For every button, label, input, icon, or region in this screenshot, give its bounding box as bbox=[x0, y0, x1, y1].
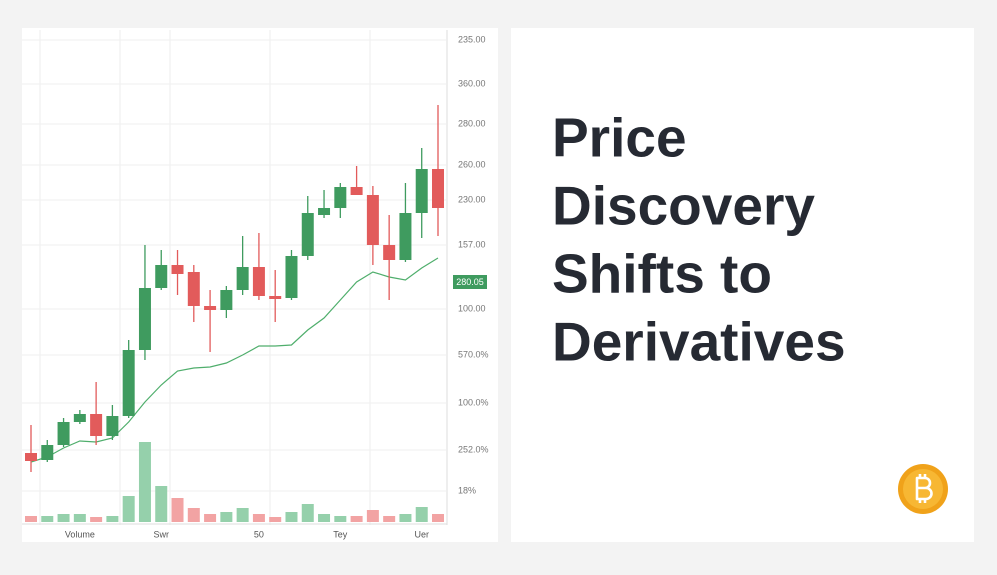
volume-bar bbox=[236, 508, 249, 522]
candle-body bbox=[252, 267, 265, 296]
candle-body bbox=[138, 288, 151, 350]
candle-body bbox=[41, 445, 54, 460]
title-line: Price bbox=[552, 107, 687, 169]
title-line: Derivatives bbox=[552, 311, 846, 373]
y-tick-label: 100.00 bbox=[458, 303, 486, 313]
candle-body bbox=[415, 169, 428, 213]
candle-body bbox=[399, 213, 412, 260]
vertical-grid bbox=[39, 30, 371, 525]
x-tick-label: Uer bbox=[414, 529, 429, 539]
candle-body bbox=[236, 267, 249, 290]
volume-bar bbox=[138, 442, 151, 522]
candle-body bbox=[383, 245, 396, 260]
volume-bar bbox=[334, 516, 347, 522]
volume-bar bbox=[383, 516, 396, 522]
title-line: Shifts to bbox=[552, 243, 772, 305]
volume-bar bbox=[269, 517, 282, 522]
y-tick-label: 235.00 bbox=[458, 34, 486, 44]
candle-body bbox=[269, 296, 282, 299]
candle-body bbox=[220, 290, 233, 310]
y-tick-label: 260.00 bbox=[458, 159, 486, 169]
volume-bar bbox=[25, 516, 37, 522]
candle-body bbox=[285, 256, 298, 298]
candle-body bbox=[432, 169, 444, 208]
volume-bar bbox=[220, 512, 233, 522]
bitcoin-icon bbox=[898, 464, 948, 514]
coin-symbol bbox=[915, 474, 933, 503]
y-tick-label: 18% bbox=[458, 485, 476, 495]
y-tick-label: 570.0% bbox=[458, 349, 489, 359]
y-tick-label: 280.00 bbox=[458, 118, 486, 128]
moving-average-line bbox=[30, 257, 439, 463]
candle-body bbox=[366, 195, 379, 245]
y-tick-label: 230.00 bbox=[458, 194, 486, 204]
volume-bar bbox=[106, 516, 119, 522]
y-tick-label: 100.0% bbox=[458, 397, 489, 407]
candle-body bbox=[187, 272, 200, 306]
candle-body bbox=[106, 416, 119, 436]
volume-bar bbox=[318, 514, 331, 522]
candle-body bbox=[350, 187, 363, 195]
x-tick-label: Swr bbox=[153, 529, 169, 539]
candle-body bbox=[318, 208, 331, 215]
y-tick-label: 252.0% bbox=[458, 444, 489, 454]
volume-bar bbox=[171, 498, 184, 522]
volume-bar bbox=[399, 514, 412, 522]
x-tick-label: Volume bbox=[65, 529, 95, 539]
volume-bar bbox=[73, 514, 86, 522]
candle-body bbox=[57, 422, 70, 445]
price-label-box bbox=[453, 275, 487, 289]
chart: 235.00 360.00 280.00 260.00 230.00 157.00 100.… bbox=[22, 34, 489, 539]
volume-bar bbox=[204, 514, 217, 522]
volume-bar bbox=[122, 496, 135, 522]
candle-body bbox=[25, 453, 37, 461]
candle-body bbox=[204, 306, 217, 310]
candle-body bbox=[90, 414, 103, 436]
volume-bar bbox=[415, 507, 428, 522]
volume-bar bbox=[187, 508, 200, 522]
volume-bar bbox=[57, 514, 70, 522]
candle-body bbox=[155, 265, 168, 288]
volume-bar bbox=[301, 504, 314, 522]
volume-bar bbox=[432, 514, 444, 522]
title-line: Discovery bbox=[552, 175, 815, 237]
y-tick-label: 360.00 bbox=[458, 78, 486, 88]
volume-bar bbox=[90, 517, 103, 522]
y-tick-label: 157.00 bbox=[458, 239, 486, 249]
candle-body bbox=[73, 414, 86, 422]
volume-bar bbox=[366, 510, 379, 522]
candle-body bbox=[122, 350, 135, 416]
title-panel bbox=[511, 28, 974, 542]
x-tick-label: 50 bbox=[254, 529, 264, 539]
candle-body bbox=[334, 187, 347, 208]
x-tick-label: Tey bbox=[333, 529, 348, 539]
volume-bar bbox=[285, 512, 298, 522]
volume-bar bbox=[252, 514, 265, 522]
candle-body bbox=[301, 213, 314, 256]
volume-bar bbox=[41, 516, 54, 522]
volume-bar bbox=[350, 516, 363, 522]
volume-bar bbox=[155, 486, 168, 522]
price-label: 280.05 bbox=[456, 277, 484, 287]
candle-body bbox=[171, 265, 184, 274]
